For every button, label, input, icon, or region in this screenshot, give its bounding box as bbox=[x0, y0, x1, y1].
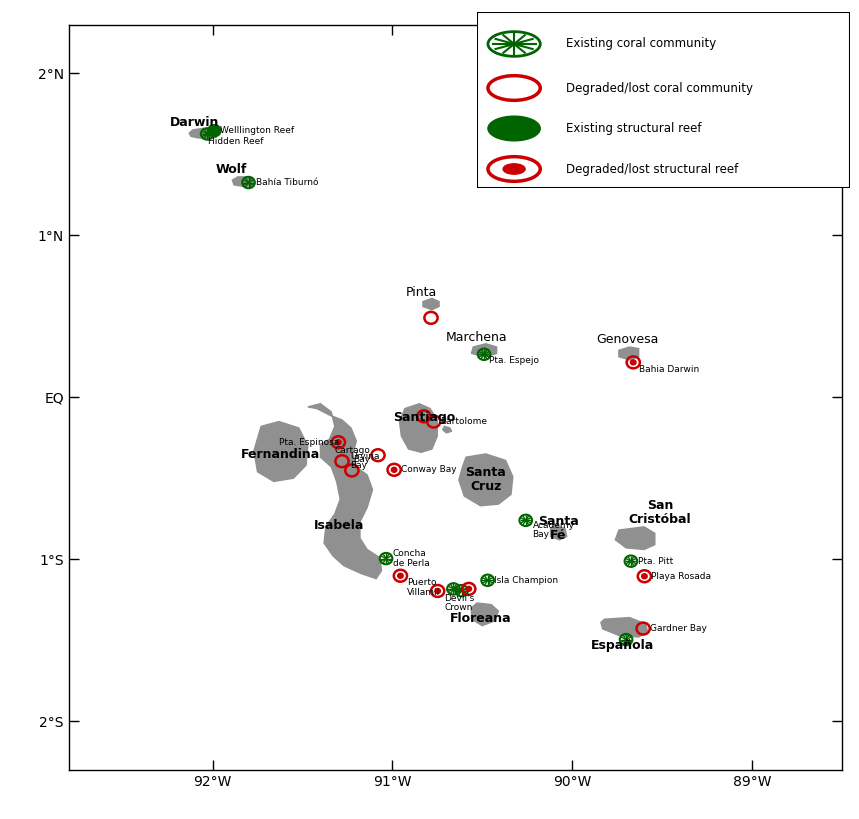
Text: Pta. Espejo: Pta. Espejo bbox=[489, 356, 539, 365]
Text: Pta. Pitt: Pta. Pitt bbox=[637, 557, 673, 566]
Text: Hidden Reef: Hidden Reef bbox=[208, 137, 264, 146]
Text: Gardner Bay: Gardner Bay bbox=[649, 624, 707, 633]
Text: Devil's
Crown: Devil's Crown bbox=[444, 594, 474, 613]
Text: Bartolome: Bartolome bbox=[441, 417, 488, 426]
Text: Darwin: Darwin bbox=[170, 116, 219, 129]
Text: Degraded/lost coral community: Degraded/lost coral community bbox=[566, 82, 753, 94]
Text: San
Cristóbal: San Cristóbal bbox=[629, 499, 691, 526]
Text: Existing structural reef: Existing structural reef bbox=[566, 122, 702, 135]
Text: Degraded/lost structural reef: Degraded/lost structural reef bbox=[566, 162, 739, 175]
Text: Santiago: Santiago bbox=[393, 411, 456, 424]
Circle shape bbox=[503, 164, 525, 174]
Text: Isabela: Isabela bbox=[314, 518, 364, 532]
Circle shape bbox=[398, 573, 403, 578]
Polygon shape bbox=[551, 525, 567, 540]
Circle shape bbox=[336, 440, 341, 445]
Polygon shape bbox=[615, 527, 655, 550]
Text: Isla Champion: Isla Champion bbox=[495, 576, 558, 585]
Text: Floreana: Floreana bbox=[449, 613, 511, 626]
Text: Bahia Darwin: Bahia Darwin bbox=[639, 365, 699, 374]
Circle shape bbox=[392, 468, 397, 473]
Text: Pta. Espinosa: Pta. Espinosa bbox=[279, 438, 339, 446]
Text: Playa Rosada: Playa Rosada bbox=[651, 572, 711, 581]
Text: Urvina
Bay: Urvina Bay bbox=[350, 451, 380, 470]
Text: Bahía Tiburnó: Bahía Tiburnó bbox=[256, 178, 318, 187]
Circle shape bbox=[488, 116, 540, 141]
Text: Santa
Fé: Santa Fé bbox=[538, 515, 578, 542]
Text: Pinta: Pinta bbox=[405, 286, 436, 299]
Text: Puerto
Villamil: Puerto Villamil bbox=[407, 578, 441, 596]
Polygon shape bbox=[399, 404, 437, 452]
Circle shape bbox=[435, 589, 441, 594]
Circle shape bbox=[208, 124, 221, 137]
FancyBboxPatch shape bbox=[477, 12, 850, 188]
Text: Marchena: Marchena bbox=[446, 331, 508, 344]
Polygon shape bbox=[472, 344, 497, 357]
Polygon shape bbox=[254, 422, 308, 482]
Polygon shape bbox=[601, 618, 648, 637]
Polygon shape bbox=[618, 347, 638, 360]
Polygon shape bbox=[308, 404, 381, 579]
Text: Cartago
Bay: Cartago Bay bbox=[334, 446, 370, 464]
Polygon shape bbox=[442, 427, 452, 433]
Text: Welllington Reef: Welllington Reef bbox=[220, 126, 294, 135]
Text: Santa
Cruz: Santa Cruz bbox=[466, 466, 506, 493]
Circle shape bbox=[466, 586, 472, 591]
Text: Fernandina: Fernandina bbox=[241, 448, 320, 461]
Polygon shape bbox=[472, 603, 498, 626]
Polygon shape bbox=[232, 177, 254, 187]
Text: Existing coral community: Existing coral community bbox=[566, 38, 716, 51]
Text: Genovesa: Genovesa bbox=[597, 333, 659, 346]
Polygon shape bbox=[327, 449, 338, 455]
Polygon shape bbox=[459, 454, 513, 506]
Polygon shape bbox=[189, 129, 218, 138]
Text: Wolf: Wolf bbox=[216, 163, 247, 176]
Circle shape bbox=[642, 574, 647, 579]
Text: Española: Española bbox=[591, 640, 654, 653]
Circle shape bbox=[631, 360, 636, 365]
Text: Conway Bay: Conway Bay bbox=[401, 465, 457, 474]
Text: Academy
Bay: Academy Bay bbox=[533, 521, 575, 540]
Polygon shape bbox=[423, 298, 439, 310]
Text: Concha
de Perla: Concha de Perla bbox=[393, 550, 430, 568]
